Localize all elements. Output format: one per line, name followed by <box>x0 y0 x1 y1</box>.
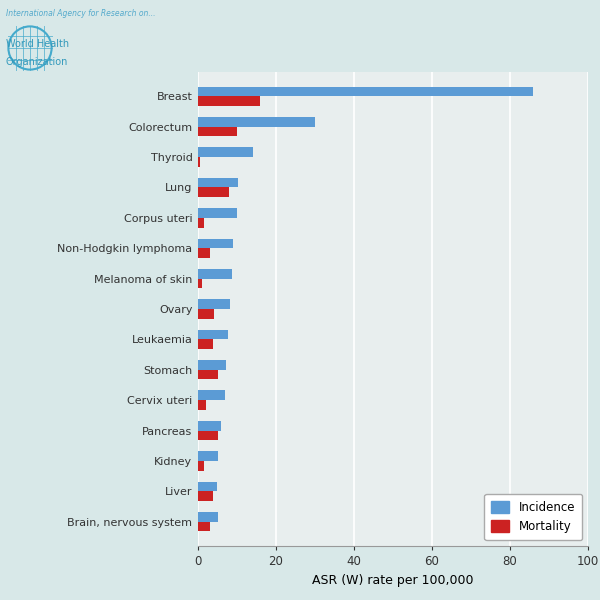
Bar <box>198 421 221 431</box>
Bar <box>198 482 217 491</box>
Bar <box>198 400 206 410</box>
Bar <box>198 278 202 289</box>
X-axis label: ASR (W) rate per 100,000: ASR (W) rate per 100,000 <box>312 574 474 587</box>
Text: International Agency for Research on...: International Agency for Research on... <box>6 9 155 18</box>
Legend: Incidence, Mortality: Incidence, Mortality <box>484 494 582 540</box>
Bar <box>198 86 533 97</box>
Bar <box>198 248 210 258</box>
Bar <box>198 97 260 106</box>
Bar <box>198 391 226 400</box>
Text: World Health: World Health <box>6 39 69 49</box>
Bar <box>198 370 218 379</box>
Bar <box>198 187 229 197</box>
Bar <box>198 461 204 470</box>
Bar <box>198 431 218 440</box>
Bar <box>198 208 237 218</box>
Bar <box>198 299 230 309</box>
Bar <box>198 117 315 127</box>
Bar <box>198 309 214 319</box>
Bar <box>198 521 210 532</box>
Text: Organization: Organization <box>6 57 68 67</box>
Bar <box>198 512 218 521</box>
Bar <box>198 127 237 136</box>
Bar <box>198 451 218 461</box>
Bar <box>198 329 229 340</box>
Bar <box>198 148 253 157</box>
Bar <box>198 178 238 187</box>
Bar <box>198 269 232 278</box>
Bar <box>198 157 200 167</box>
Bar <box>198 218 204 227</box>
Bar <box>198 239 233 248</box>
Bar <box>198 340 213 349</box>
Bar <box>198 360 226 370</box>
Bar <box>198 491 213 501</box>
